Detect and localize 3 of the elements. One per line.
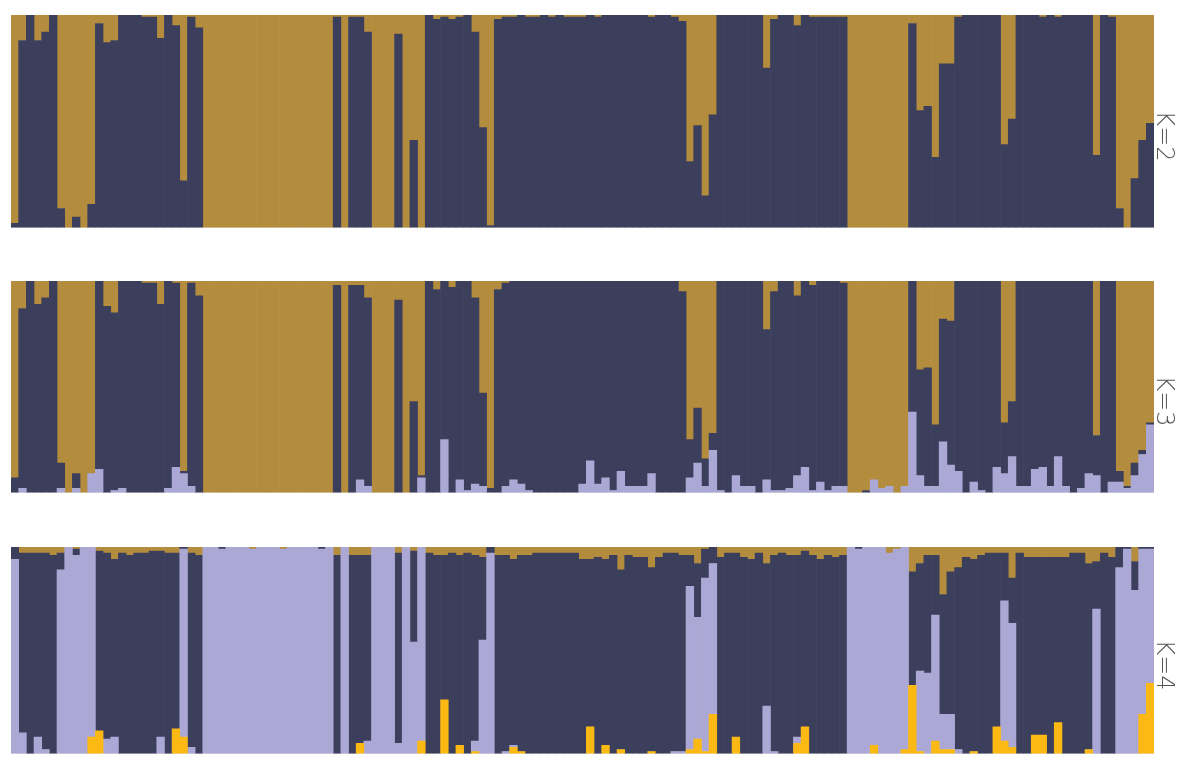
text: K=4: [1151, 638, 1179, 691]
text: K=3: [1151, 375, 1179, 427]
text: K=2: [1151, 109, 1179, 162]
